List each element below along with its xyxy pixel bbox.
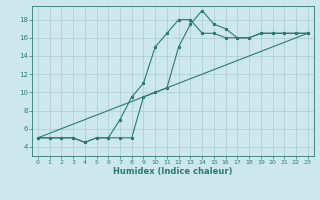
X-axis label: Humidex (Indice chaleur): Humidex (Indice chaleur) — [113, 167, 233, 176]
